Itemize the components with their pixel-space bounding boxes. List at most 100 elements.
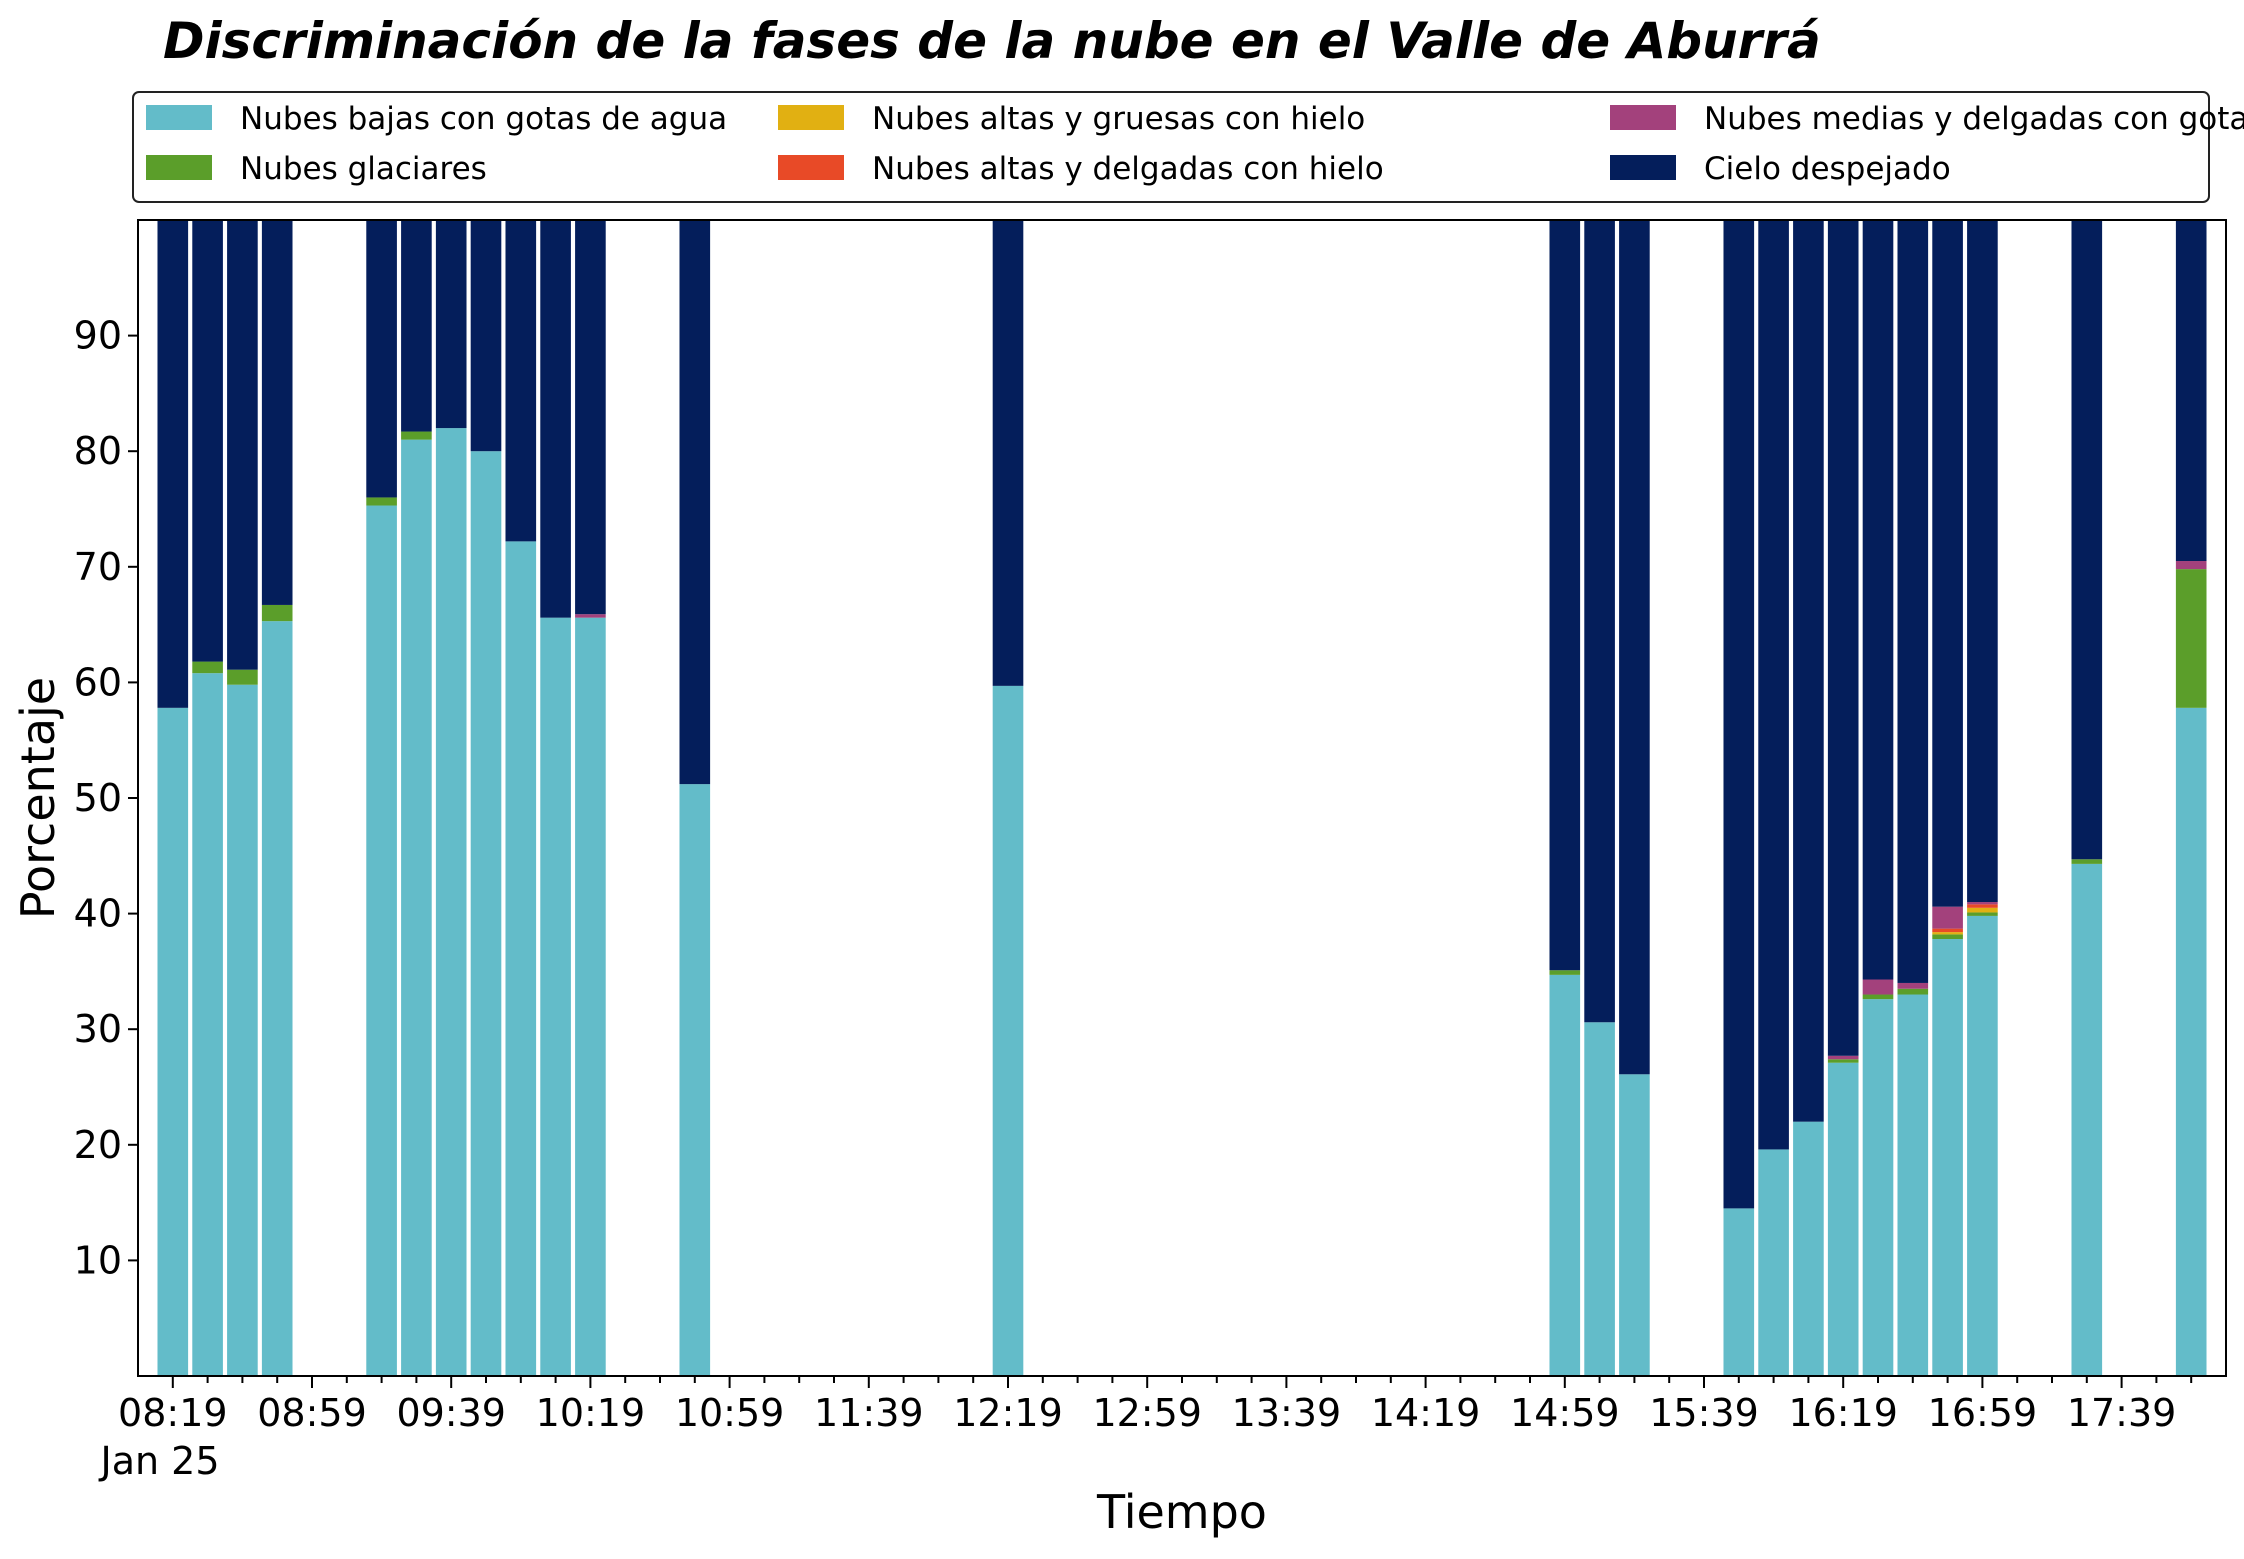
legend: Nubes bajas con gotas de agua Nubes glaci… xyxy=(132,91,2244,203)
bar-segment xyxy=(1793,1121,1824,1376)
bar-segment xyxy=(401,439,432,1376)
plot-area: 10 20 30 40 50 60 70 80 90 08:19 08:59 09:39 10:19 1… xyxy=(74,219,2227,1435)
bar-segment xyxy=(540,220,571,618)
bar-segment xyxy=(1932,934,1963,940)
bar-segment xyxy=(575,614,606,618)
bar-segment xyxy=(679,784,711,1376)
bar-segment xyxy=(2175,561,2207,570)
bar-segment xyxy=(227,684,258,1376)
x-tick-label: 17:39 xyxy=(2067,1391,2177,1435)
bar-segment xyxy=(1584,1022,1615,1376)
bar-segment xyxy=(2071,859,2103,864)
bar-segment xyxy=(1862,979,1894,995)
bar-segment xyxy=(1862,999,1894,1376)
y-tick-label: 40 xyxy=(74,892,122,936)
bar-segment xyxy=(1967,912,1998,916)
legend-entry-label: Nubes altas y gruesas con hielo xyxy=(872,101,1365,137)
bar-segment xyxy=(1932,220,1963,907)
bar-segment xyxy=(1967,915,1998,1376)
bar-segment xyxy=(1827,1062,1859,1376)
bar-segment xyxy=(1967,904,1998,908)
bar-segment xyxy=(435,428,467,1377)
x-tick-label: 10:19 xyxy=(536,1391,646,1435)
bar-segment xyxy=(1897,982,1929,989)
bar-segment xyxy=(1584,220,1615,1023)
x-axis: 08:19 08:59 09:39 10:19 10:59 11:39 12:19 12:59… xyxy=(118,1376,2193,1435)
bar-segment xyxy=(1723,220,1755,1209)
y-tick-label: 60 xyxy=(74,660,122,704)
x-tick-label: 16:59 xyxy=(1928,1391,2038,1435)
bar-segment xyxy=(401,220,432,432)
bar-segment xyxy=(366,220,397,498)
bar-segment xyxy=(505,541,537,1376)
bar-segment xyxy=(261,621,293,1376)
x-tick-label: 08:59 xyxy=(257,1391,367,1435)
bar-segment xyxy=(1723,1208,1755,1376)
bar-segment xyxy=(505,220,537,542)
bar-segment xyxy=(2071,220,2103,860)
bar-segment xyxy=(1897,988,1929,995)
y-tick-label: 50 xyxy=(74,776,122,820)
x-tick-label: 10:59 xyxy=(675,1391,785,1435)
bar-segment xyxy=(679,220,711,785)
y-tick-label: 10 xyxy=(74,1238,122,1282)
bar-segment xyxy=(366,497,397,506)
legend-swatch xyxy=(778,105,844,130)
y-tick-label: 30 xyxy=(74,1007,122,1051)
bar-segment xyxy=(227,220,258,670)
x-tick-label: 08:19 xyxy=(118,1391,228,1435)
bar-segment xyxy=(261,220,293,605)
bar-segment xyxy=(1793,220,1824,1122)
bar-segment xyxy=(1967,902,1998,905)
bar-segment xyxy=(1932,939,1963,1376)
legend-entry-label: Nubes medias y delgadas con gotas de agu… xyxy=(1704,101,2244,137)
legend-swatch xyxy=(146,105,212,130)
bar-segment xyxy=(435,220,467,429)
y-tick-label: 20 xyxy=(74,1123,122,1167)
bar-segment xyxy=(366,505,397,1377)
x-axis-date-label: Jan 25 xyxy=(98,1439,219,1483)
bar-segment xyxy=(1827,1055,1859,1060)
legend-entry-label: Nubes glaciares xyxy=(240,151,487,187)
bar-segment xyxy=(1967,907,1998,913)
bar-segment xyxy=(1897,220,1929,983)
bar-segment xyxy=(470,220,502,452)
bar-segment xyxy=(2175,707,2207,1376)
bar-segment xyxy=(1967,220,1998,903)
x-tick-label: 09:39 xyxy=(396,1391,506,1435)
legend-swatch xyxy=(1610,155,1676,180)
bar-segment xyxy=(157,220,189,708)
y-tick-label: 70 xyxy=(74,545,122,589)
chart-title: Discriminación de la fases de la nube en… xyxy=(163,12,1821,70)
bar-segment xyxy=(1549,970,1581,975)
y-axis-label: Porcentaje xyxy=(11,677,65,919)
bar-segment xyxy=(575,617,606,1376)
bar-segment xyxy=(1619,1074,1650,1376)
y-tick-label: 90 xyxy=(74,314,122,358)
bar-segment xyxy=(2175,569,2207,708)
y-axis: 10 20 30 40 50 60 70 80 90 xyxy=(74,314,138,1282)
x-tick-label: 14:59 xyxy=(1510,1391,1620,1435)
legend-entry-label: Nubes altas y delgadas con hielo xyxy=(872,151,1384,187)
x-tick-label: 11:39 xyxy=(814,1391,924,1435)
x-tick-label: 15:39 xyxy=(1649,1391,1759,1435)
bar-segment xyxy=(1932,906,1963,929)
bar-segment xyxy=(401,431,432,440)
bar-segment xyxy=(192,673,223,1376)
bar-segment xyxy=(192,220,223,662)
bar-segment xyxy=(1827,220,1859,1056)
bar-segment xyxy=(1758,220,1789,1150)
bar-segment xyxy=(2071,863,2103,1376)
legend-swatch xyxy=(778,155,844,180)
bar-segment xyxy=(992,685,1024,1376)
bar-segment xyxy=(1758,1149,1789,1376)
legend-frame xyxy=(132,91,2210,203)
legend-swatch xyxy=(146,155,212,180)
x-tick-label: 12:59 xyxy=(1092,1391,1202,1435)
bar-segment xyxy=(157,707,189,1376)
bar-segment xyxy=(261,604,293,622)
bar-segment xyxy=(1862,994,1894,1000)
bar-segment xyxy=(1932,928,1963,933)
bar-segment xyxy=(1827,1059,1859,1063)
